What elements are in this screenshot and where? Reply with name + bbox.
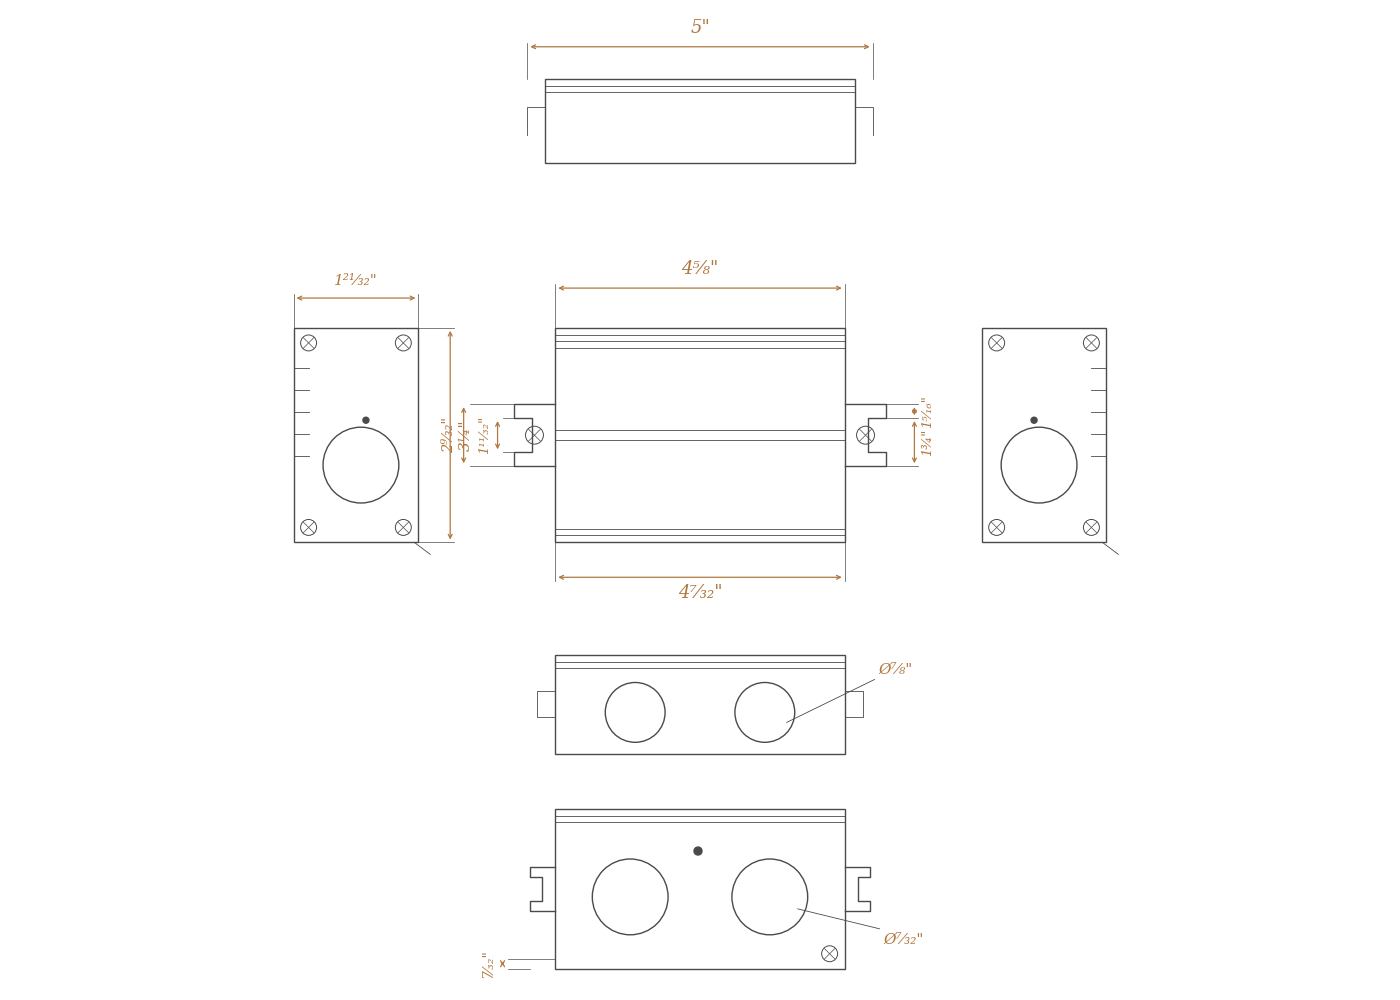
Text: Ø⁷⁄₈": Ø⁷⁄₈" xyxy=(879,663,913,677)
Text: 3¼": 3¼" xyxy=(459,419,473,451)
Text: 5": 5" xyxy=(690,19,710,37)
Bar xyxy=(294,328,419,542)
Bar xyxy=(556,328,844,542)
Text: 1¾": 1¾" xyxy=(921,428,934,456)
Bar xyxy=(556,655,844,754)
Text: 2⁹⁄₃₂": 2⁹⁄₃₂" xyxy=(441,417,455,453)
Text: 4⁷⁄₃₂": 4⁷⁄₃₂" xyxy=(678,584,722,602)
Text: 1¹¹⁄₃₂": 1¹¹⁄₃₂" xyxy=(477,416,490,454)
Bar xyxy=(546,79,854,163)
Text: Ø⁷⁄₃₂": Ø⁷⁄₃₂" xyxy=(883,933,924,947)
Text: 7⁄₃₂": 7⁄₃₂" xyxy=(482,949,496,978)
Text: 4⁵⁄₈": 4⁵⁄₈" xyxy=(682,260,718,278)
Bar xyxy=(981,328,1106,542)
Circle shape xyxy=(363,417,370,423)
Text: 1⁵⁄₁₆": 1⁵⁄₁₆" xyxy=(921,395,934,428)
Circle shape xyxy=(1030,417,1037,423)
Bar xyxy=(556,809,844,969)
Circle shape xyxy=(694,847,701,855)
Text: 1²¹⁄₃₂": 1²¹⁄₃₂" xyxy=(335,274,378,288)
